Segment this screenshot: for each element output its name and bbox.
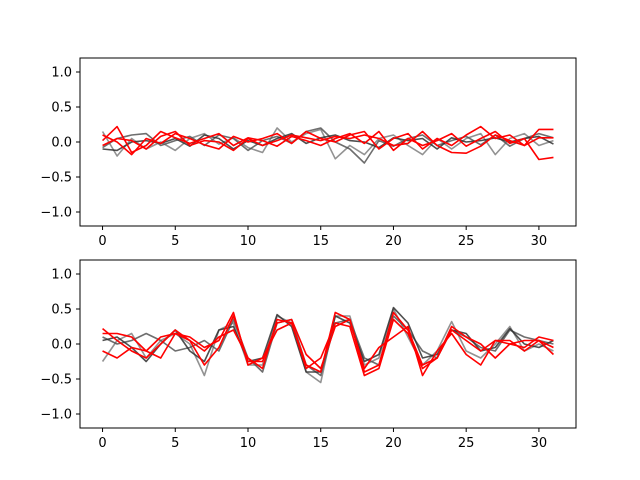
x-tick-label: 25: [458, 436, 475, 451]
y-tick-label: −1.0: [40, 408, 72, 423]
bottom-subplot: 0 5 10 15 20 25 30 −1.0 −0.5 0.0 0.5 1.0: [40, 259, 577, 451]
x-tick-label: 5: [171, 234, 179, 249]
y-tick-label: 1.0: [51, 268, 72, 283]
x-tick-label: 0: [98, 234, 106, 249]
y-tick-label: 0.0: [51, 338, 72, 353]
x-tick-label: 15: [312, 234, 329, 249]
series-line-0-5: [102, 130, 554, 154]
x-tick-label: 15: [312, 436, 329, 451]
x-tick-label: 20: [385, 234, 402, 249]
x-tick-label: 25: [458, 234, 475, 249]
series-line-1-3: [102, 311, 554, 373]
x-tick-label: 20: [385, 436, 402, 451]
y-tick-label: 0.5: [51, 101, 72, 116]
x-tick-label: 10: [240, 234, 257, 249]
x-tick-label: 0: [98, 436, 106, 451]
x-tick-label: 5: [171, 436, 179, 451]
x-tick-label: 10: [240, 436, 257, 451]
series-line-0-4: [101, 125, 554, 161]
y-tick-label: 0.5: [51, 303, 72, 318]
y-tick-label: −0.5: [40, 373, 72, 388]
top-subplot: 0 5 10 15 20 25 30 −1.0 −0.5 0.0 0.5 1.0: [40, 57, 577, 249]
x-tick-label: 30: [531, 234, 548, 249]
y-tick-label: −0.5: [40, 171, 72, 186]
x-tick-label: 30: [531, 436, 548, 451]
y-tick-label: −1.0: [40, 206, 72, 221]
series-line-0-0: [101, 127, 554, 160]
y-tick-label: 1.0: [51, 66, 72, 81]
series-line-0-2: [102, 132, 554, 152]
series-line-1-5: [102, 311, 554, 377]
y-tick-label: 0.0: [51, 136, 72, 151]
